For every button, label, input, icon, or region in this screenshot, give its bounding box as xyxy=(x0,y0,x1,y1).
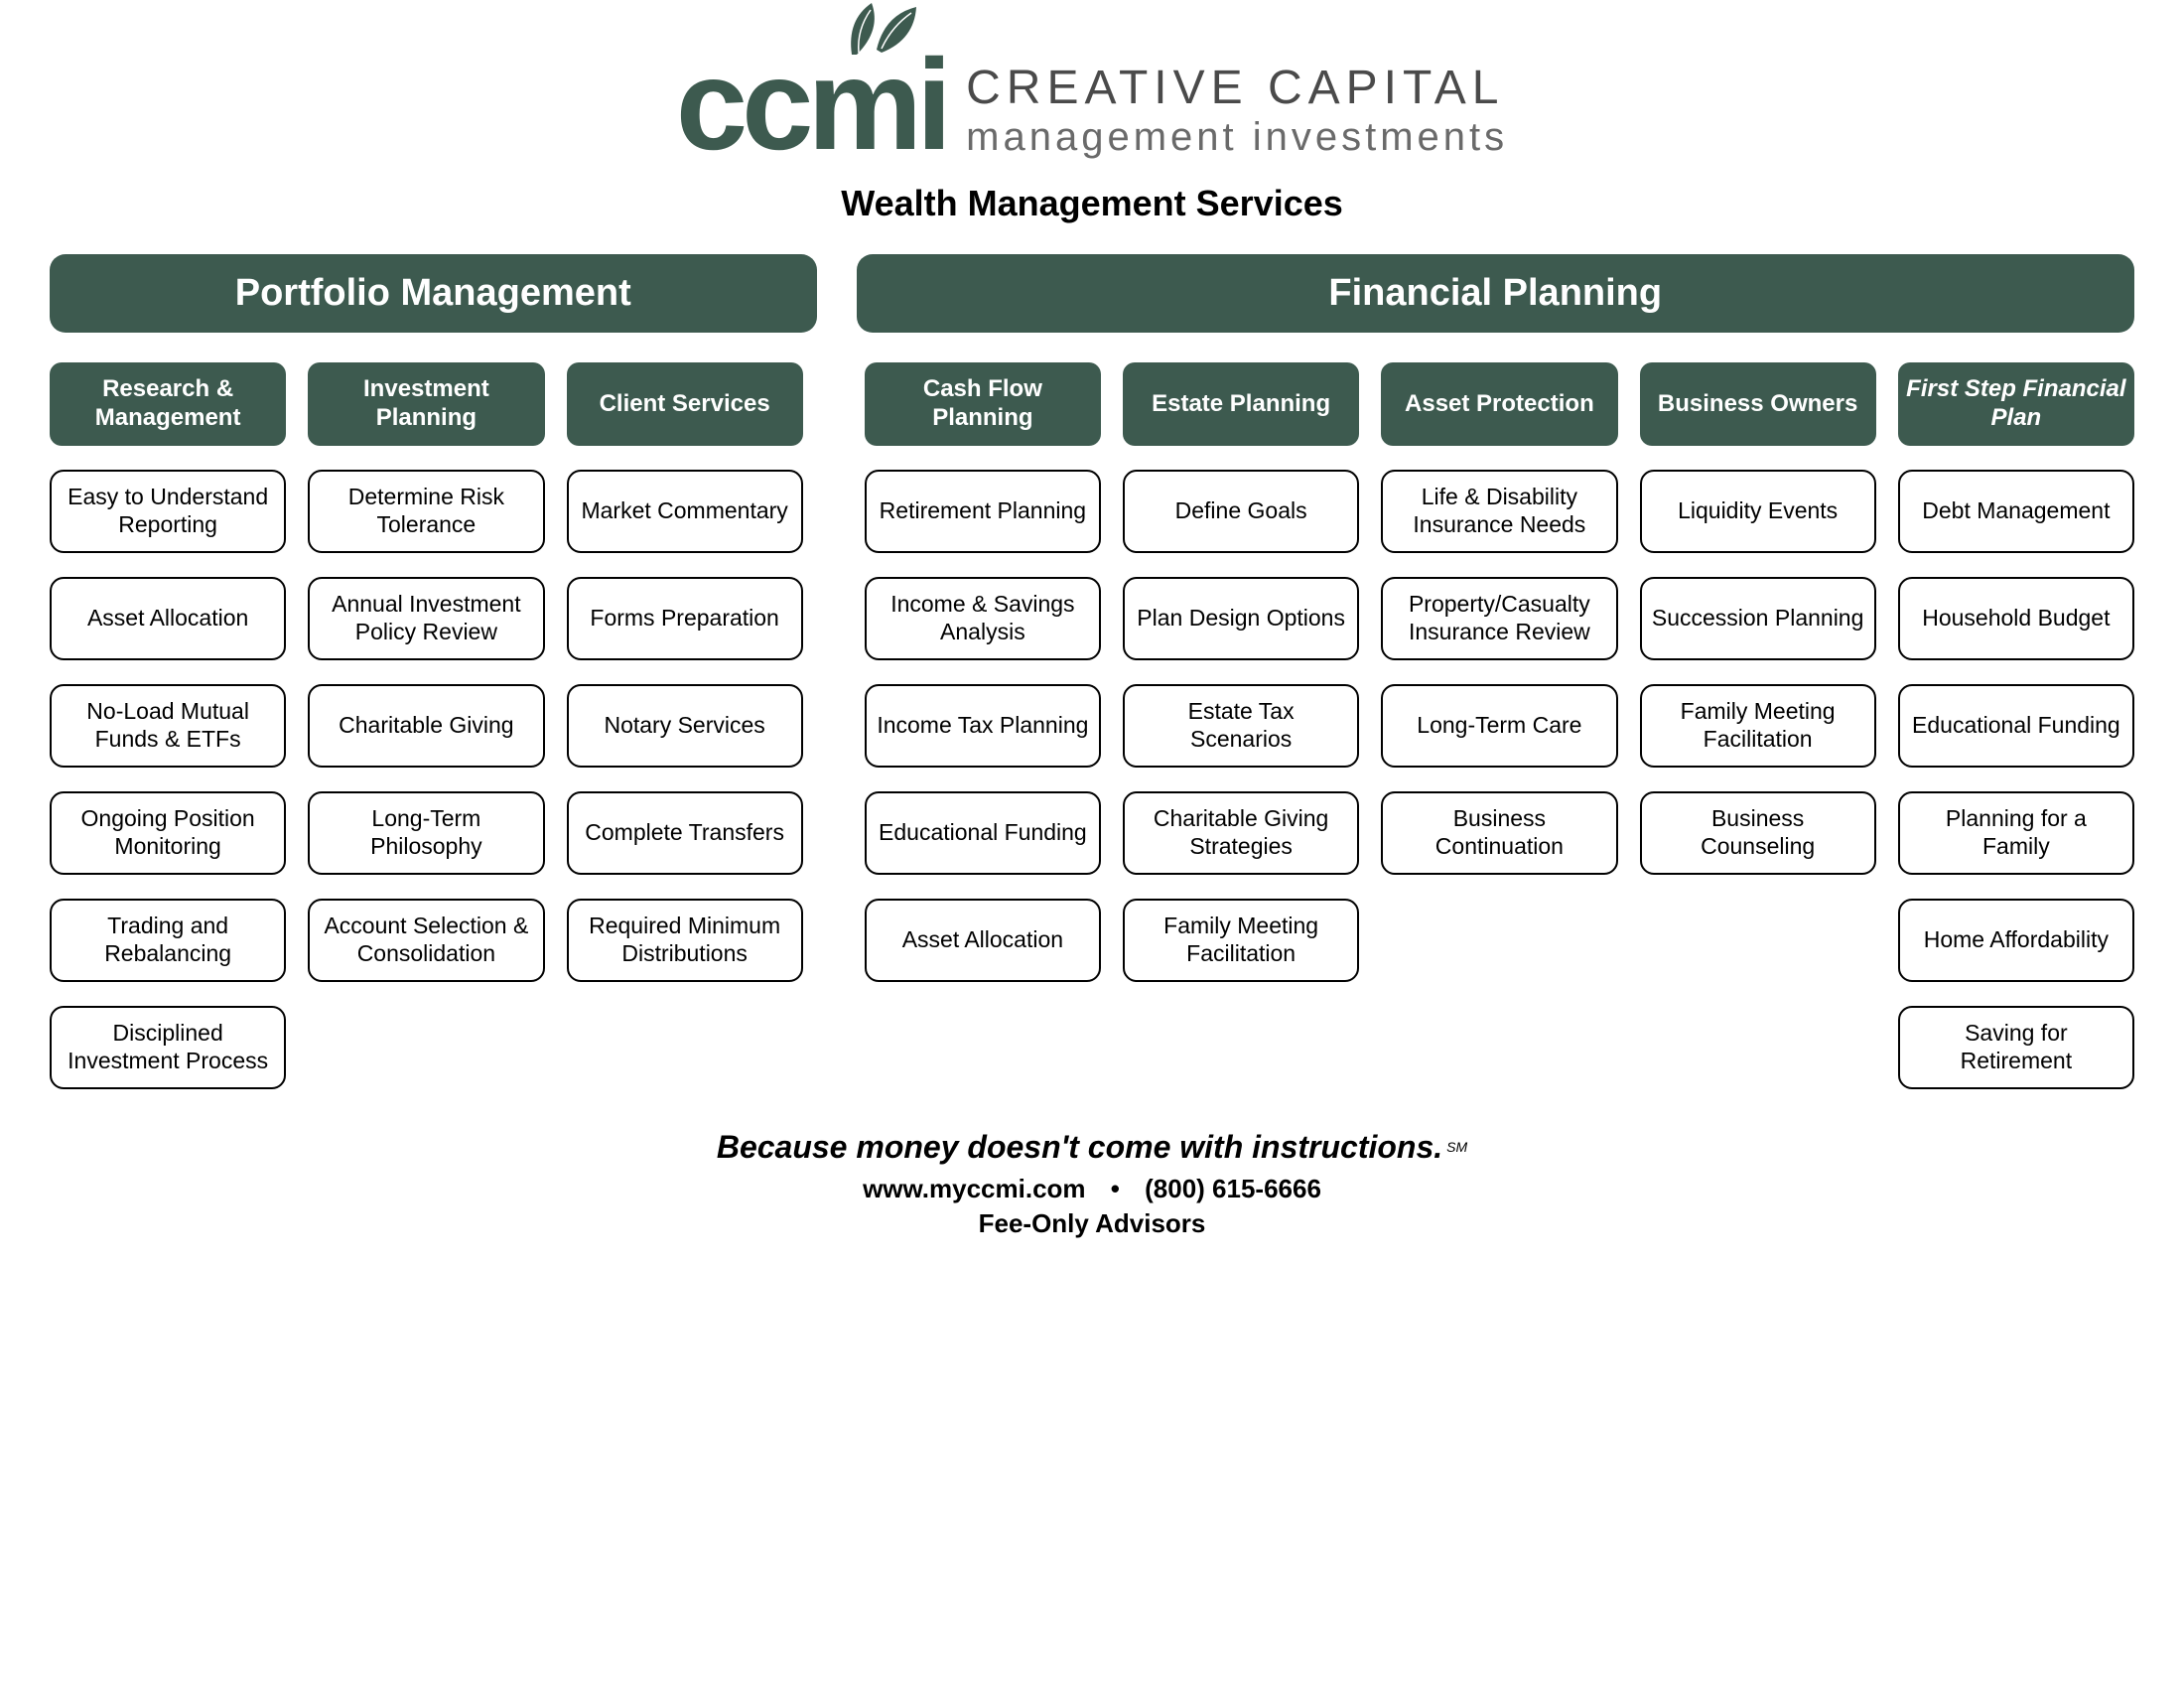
service-cell: Succession Planning xyxy=(1640,577,1876,660)
columns-row: Research & Management Easy to Understand … xyxy=(30,362,2154,1089)
service-cell: Estate Tax Scenarios xyxy=(1123,684,1359,768)
logo-line1: CREATIVE CAPITAL xyxy=(966,63,1508,115)
section-headers-row: Portfolio Management Financial Planning xyxy=(30,254,2154,333)
service-cell: Income & Savings Analysis xyxy=(865,577,1101,660)
column-header-client-services: Client Services xyxy=(567,362,803,446)
phone: (800) 615-6666 xyxy=(1145,1174,1321,1203)
service-cell: No-Load Mutual Funds & ETFs xyxy=(50,684,286,768)
bullet-icon: • xyxy=(1111,1174,1120,1203)
logo-wordmark: ccmi xyxy=(676,40,946,169)
service-cell: Market Commentary xyxy=(567,470,803,553)
column-header-estate: Estate Planning xyxy=(1123,362,1359,446)
column-header-business-owners: Business Owners xyxy=(1640,362,1876,446)
empty-cell xyxy=(1123,1006,1359,1089)
service-cell: Retirement Planning xyxy=(865,470,1101,553)
service-cell: Liquidity Events xyxy=(1640,470,1876,553)
empty-cell xyxy=(865,1006,1101,1089)
column-cash-flow: Cash Flow Planning Retirement Planning Inc… xyxy=(865,362,1101,1089)
fee-only: Fee-Only Advisors xyxy=(30,1208,2154,1239)
sm-mark: SM xyxy=(1446,1139,1467,1155)
service-cell: Educational Funding xyxy=(1898,684,2134,768)
service-cell: Household Budget xyxy=(1898,577,2134,660)
service-cell: Required Minimum Distributions xyxy=(567,899,803,982)
column-invest-plan: Investment Planning Determine Risk Tolera… xyxy=(308,362,544,1089)
empty-cell xyxy=(567,1006,803,1089)
page-subtitle: Wealth Management Services xyxy=(841,183,1343,224)
service-cell: Notary Services xyxy=(567,684,803,768)
column-research: Research & Management Easy to Understand … xyxy=(50,362,286,1089)
logo-text: CREATIVE CAPITAL management investments xyxy=(966,63,1508,169)
service-cell: Charitable Giving Strategies xyxy=(1123,791,1359,875)
service-cell: Life & Disability Insurance Needs xyxy=(1381,470,1617,553)
column-business-owners: Business Owners Liquidity Events Successio… xyxy=(1640,362,1876,1089)
logo-line2: management investments xyxy=(966,115,1508,159)
footer: Because money doesn't come with instruct… xyxy=(30,1129,2154,1239)
service-cell: Charitable Giving xyxy=(308,684,544,768)
service-cell: Educational Funding xyxy=(865,791,1101,875)
contact-row: www.myccmi.com • (800) 615-6666 xyxy=(30,1174,2154,1204)
service-cell: Business Counseling xyxy=(1640,791,1876,875)
tagline: Because money doesn't come with instruct… xyxy=(717,1129,1442,1166)
column-header-first-step: First Step Financial Plan xyxy=(1898,362,2134,446)
service-cell: Planning for a Family xyxy=(1898,791,2134,875)
service-cell: Forms Preparation xyxy=(567,577,803,660)
column-estate: Estate Planning Define Goals Plan Design O… xyxy=(1123,362,1359,1089)
column-client-services: Client Services Market Commentary Forms Pr… xyxy=(567,362,803,1089)
service-cell: Easy to Understand Reporting xyxy=(50,470,286,553)
section-gap xyxy=(825,362,843,1089)
empty-cell xyxy=(1640,1006,1876,1089)
service-cell: Account Selection & Consolidation xyxy=(308,899,544,982)
service-cell: Ongoing Position Monitoring xyxy=(50,791,286,875)
column-asset-protection: Asset Protection Life & Disability Insura… xyxy=(1381,362,1617,1089)
service-cell: Complete Transfers xyxy=(567,791,803,875)
section-header-financial: Financial Planning xyxy=(857,254,2135,333)
logo-row: ccmi CREATIVE CAPITAL management investm… xyxy=(676,40,1508,169)
empty-cell xyxy=(308,1006,544,1089)
section-header-portfolio: Portfolio Management xyxy=(50,254,817,333)
service-cell: Long-Term Philosophy xyxy=(308,791,544,875)
service-cell: Asset Allocation xyxy=(865,899,1101,982)
service-cell: Annual Investment Policy Review xyxy=(308,577,544,660)
service-cell: Disciplined Investment Process xyxy=(50,1006,286,1089)
service-cell: Business Continuation xyxy=(1381,791,1617,875)
column-header-invest-plan: Investment Planning xyxy=(308,362,544,446)
service-cell: Plan Design Options xyxy=(1123,577,1359,660)
tagline-row: Because money doesn't come with instruct… xyxy=(30,1129,2154,1166)
service-cell: Debt Management xyxy=(1898,470,2134,553)
website: www.myccmi.com xyxy=(863,1174,1085,1203)
empty-cell xyxy=(1381,899,1617,982)
column-header-asset-protection: Asset Protection xyxy=(1381,362,1617,446)
service-cell: Define Goals xyxy=(1123,470,1359,553)
service-cell: Asset Allocation xyxy=(50,577,286,660)
column-header-cash-flow: Cash Flow Planning xyxy=(865,362,1101,446)
service-cell: Long-Term Care xyxy=(1381,684,1617,768)
service-cell: Home Affordability xyxy=(1898,899,2134,982)
service-cell: Saving for Retirement xyxy=(1898,1006,2134,1089)
column-first-step: First Step Financial Plan Debt Management… xyxy=(1898,362,2134,1089)
service-cell: Property/Casualty Insurance Review xyxy=(1381,577,1617,660)
empty-cell xyxy=(1381,1006,1617,1089)
service-cell: Trading and Rebalancing xyxy=(50,899,286,982)
service-cell: Income Tax Planning xyxy=(865,684,1101,768)
service-cell: Determine Risk Tolerance xyxy=(308,470,544,553)
empty-cell xyxy=(1640,899,1876,982)
logo-mark: ccmi xyxy=(676,40,946,169)
service-cell: Family Meeting Facilitation xyxy=(1640,684,1876,768)
column-header-research: Research & Management xyxy=(50,362,286,446)
header: ccmi CREATIVE CAPITAL management investm… xyxy=(30,40,2154,224)
service-cell: Family Meeting Facilitation xyxy=(1123,899,1359,982)
